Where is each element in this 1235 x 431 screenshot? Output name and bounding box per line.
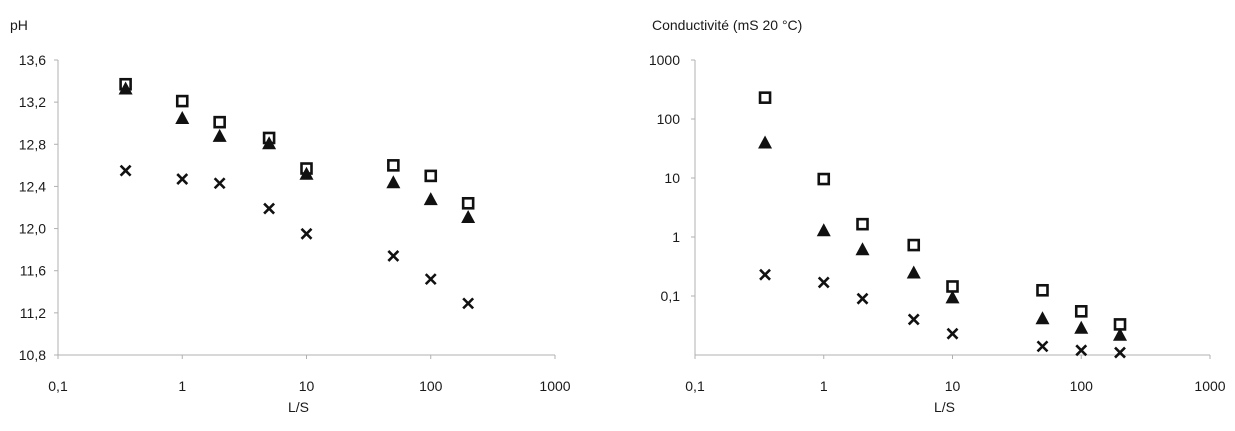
data-point-triangle — [1074, 320, 1089, 334]
y-tick-label: 12,8 — [19, 136, 46, 152]
data-point-cross — [263, 202, 276, 215]
x-tick-label: 100 — [1070, 378, 1094, 394]
y-tick-label: 10 — [664, 170, 680, 186]
data-point-cross — [1075, 344, 1088, 357]
conductivity-chart: 0,1 1 10 100 1000 0,1 1 10 100 1000 Conductivité (… — [649, 17, 1226, 415]
y-tick-label: 12,4 — [19, 178, 46, 194]
x-tick-label: 1000 — [1194, 378, 1225, 394]
data-point-triangle — [816, 223, 831, 237]
y-tick-label: 1000 — [649, 52, 680, 68]
y-tick-label: 10,8 — [19, 347, 46, 363]
x-tick-label: 1 — [178, 378, 186, 394]
data-point-cross — [213, 177, 226, 190]
x-tick-label: 1000 — [539, 378, 570, 394]
data-point-square — [461, 196, 475, 210]
data-point-triangle — [299, 166, 314, 180]
data-point-square — [907, 238, 921, 252]
data-point-cross — [907, 313, 920, 326]
x-tick-label: 0,1 — [685, 378, 705, 394]
data-point-square — [1036, 283, 1049, 297]
x-tick-label: 0,1 — [48, 378, 68, 394]
y-tick-label: 13,6 — [19, 52, 46, 68]
data-point-cross — [119, 164, 132, 177]
data-point-square — [424, 169, 438, 183]
data-point-triangle — [1113, 327, 1128, 341]
data-point-triangle — [906, 265, 921, 279]
y-tick-label: 13,2 — [19, 94, 46, 110]
data-point-cross — [1114, 346, 1126, 359]
data-point-cross — [759, 268, 771, 281]
data-point-cross — [946, 327, 959, 340]
data-point-cross — [387, 250, 400, 262]
data-point-triangle — [423, 192, 438, 206]
data-point-cross — [300, 227, 313, 240]
data-point-square — [817, 172, 831, 186]
ph-chart: 10,8 11,2 11,6 12,0 12,4 12,8 13,2 13,6 0,1 1 10 10… — [10, 17, 571, 415]
data-point-triangle — [1035, 311, 1050, 325]
data-point-triangle — [386, 175, 401, 189]
data-point-triangle — [212, 128, 227, 142]
y-tick-label: 0,1 — [661, 288, 681, 304]
y-tick-label: 1 — [672, 229, 680, 245]
data-point-square — [213, 115, 226, 129]
x-tick-label: 100 — [419, 378, 443, 394]
data-point-triangle — [758, 135, 773, 149]
data-point-triangle — [945, 290, 960, 304]
y-tick-label: 100 — [657, 111, 681, 127]
x-axis-title: L/S — [288, 399, 309, 415]
data-point-triangle — [855, 242, 870, 256]
y-axis-title: Conductivité (mS 20 °C) — [652, 17, 802, 33]
x-tick-label: 10 — [299, 378, 315, 394]
y-tick-label: 12,0 — [19, 221, 46, 237]
data-point-square — [175, 94, 189, 108]
data-point-cross — [1036, 340, 1049, 353]
data-point-square — [1074, 305, 1088, 318]
data-point-triangle — [262, 136, 277, 150]
data-point-triangle — [118, 81, 133, 95]
data-point-cross — [176, 173, 189, 185]
y-axis-title: pH — [10, 17, 28, 33]
y-tick-label: 11,6 — [20, 263, 46, 279]
data-point-cross — [817, 276, 830, 289]
data-point-triangle — [461, 209, 476, 223]
x-tick-label: 10 — [945, 378, 961, 394]
data-point-cross — [462, 297, 475, 310]
x-tick-label: 1 — [820, 378, 828, 394]
data-point-cross — [856, 292, 869, 305]
data-point-cross — [424, 273, 437, 286]
data-point-square — [856, 217, 869, 231]
data-point-square — [387, 159, 400, 172]
data-point-triangle — [175, 110, 190, 124]
data-point-square — [758, 91, 772, 104]
data-point-square — [946, 280, 959, 293]
y-tick-label: 11,2 — [20, 305, 46, 321]
x-axis-title: L/S — [934, 399, 955, 415]
